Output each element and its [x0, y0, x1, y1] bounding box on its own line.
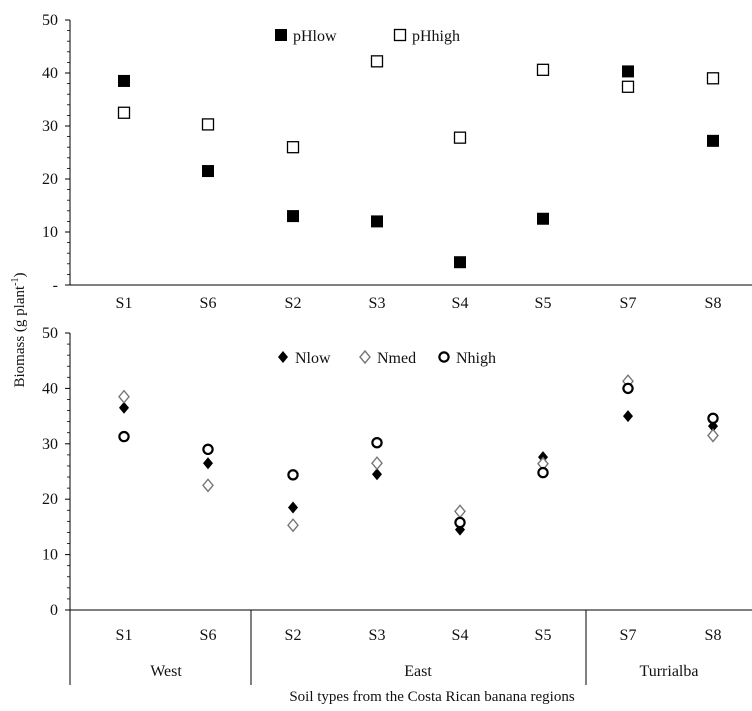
y-axis-label-close: ) — [12, 272, 28, 277]
legend-label-nmed: Nmed — [377, 350, 416, 367]
y-tick-label: 20 — [42, 491, 58, 508]
legend-label-nhigh: Nhigh — [456, 350, 496, 367]
legend-marker-phlow — [275, 29, 287, 41]
point-nhigh-s7 — [622, 382, 634, 395]
x-tick-label-s2: S2 — [285, 295, 302, 312]
x-tick-label-s4: S4 — [452, 627, 469, 644]
x-tick-label-s2: S2 — [285, 627, 302, 644]
point-nhigh-s8 — [707, 412, 719, 425]
point-nlow-s2 — [288, 501, 298, 514]
point-phhigh-s4 — [453, 131, 467, 144]
point-phhigh-s2 — [286, 141, 300, 154]
y-tick-label: 40 — [42, 380, 58, 397]
x-tick-label-s5: S5 — [535, 627, 552, 644]
y-tick-label: 50 — [42, 325, 58, 342]
point-nhigh-s2 — [287, 469, 299, 481]
point-nmed-s8 — [707, 428, 719, 443]
point-phhigh-s7 — [621, 80, 635, 93]
point-nmed-s4 — [454, 504, 466, 519]
group-label-turrialba: Turrialba — [640, 663, 699, 680]
x-tick-label-s3: S3 — [369, 627, 386, 644]
x-tick-label-s3: S3 — [369, 295, 386, 312]
point-nmed-s2 — [287, 518, 299, 533]
x-tick-label-s7: S7 — [620, 295, 637, 312]
y-tick-label: 20 — [42, 171, 58, 188]
y-tick-label: - — [53, 277, 58, 294]
point-nhigh-s1 — [118, 430, 130, 443]
x-tick-label-s7: S7 — [620, 627, 637, 644]
x-tick-label-s8: S8 — [705, 295, 722, 312]
legend-label-nlow: Nlow — [295, 350, 331, 367]
y-tick-label: 0 — [50, 602, 58, 619]
legend-marker-phhigh — [393, 28, 407, 42]
point-phlow-s3 — [371, 215, 383, 228]
point-phlow-s8 — [707, 134, 719, 147]
x-tick-label-s1: S1 — [116, 295, 133, 312]
point-nlow-s7 — [623, 410, 633, 423]
point-phlow-s1 — [118, 74, 130, 87]
y-tick-label: 50 — [42, 12, 58, 29]
legend-marker-nmed — [359, 349, 371, 365]
point-phhigh-s1 — [117, 106, 131, 119]
y-axis-label-main: Biomass (g plant — [12, 285, 28, 387]
x-tick-label-s1: S1 — [116, 627, 133, 644]
point-nlow-s1 — [119, 401, 129, 414]
x-tick-label-s8: S8 — [705, 627, 722, 644]
x-tick-label-s6: S6 — [200, 295, 217, 312]
point-phhigh-s8 — [706, 72, 720, 85]
region-groups: West East Turrialba — [69, 610, 699, 685]
point-phlow-s2 — [287, 210, 299, 223]
point-phlow-s6 — [202, 165, 214, 178]
y-tick-label: 10 — [42, 224, 58, 241]
y-axis-label-sup: -1 — [10, 277, 21, 285]
x-tick-label-s6: S6 — [200, 627, 217, 644]
point-nlow-s3 — [372, 468, 382, 481]
point-phlow-s4 — [454, 256, 466, 269]
point-nhigh-s4 — [454, 516, 466, 529]
point-nhigh-s3 — [371, 436, 383, 449]
point-nhigh-s6 — [202, 443, 214, 456]
top-panel: - 10 20 30 40 50 S1 S6 S2 S3 S4 S5 S7 S8 pHlow pHhigh — [42, 12, 752, 312]
bottom-panel: 0 10 20 30 40 50 S1 S6 S2 S3 S4 S5 S7 S8 Nlow Nmed Nhigh — [42, 325, 752, 644]
point-nmed-s3 — [371, 456, 383, 471]
y-tick-label: 30 — [42, 118, 58, 135]
x-tick-label-s5: S5 — [535, 295, 552, 312]
point-phlow-s5 — [537, 212, 549, 225]
point-nlow-s6 — [203, 457, 213, 470]
group-label-west: West — [150, 663, 182, 680]
x-tick-label-s4: S4 — [452, 295, 469, 312]
y-tick-label: 10 — [42, 547, 58, 564]
point-phhigh-s5 — [536, 63, 550, 76]
point-nhigh-s5 — [537, 466, 549, 479]
legend-label-phhigh: pHhigh — [412, 28, 460, 45]
point-nmed-s6 — [202, 478, 214, 493]
x-axis-label: Soil types from the Costa Rican banana r… — [289, 689, 575, 705]
legend-marker-nlow — [278, 351, 288, 363]
group-label-east: East — [404, 663, 432, 680]
point-nmed-s1 — [118, 389, 130, 404]
legend-label-phlow: pHlow — [293, 28, 337, 45]
legend-marker-nhigh — [438, 351, 450, 363]
point-phlow-s7 — [622, 65, 634, 78]
point-phhigh-s3 — [370, 55, 384, 68]
point-phhigh-s6 — [201, 118, 215, 131]
y-tick-label: 40 — [42, 65, 58, 82]
y-axis-label: Biomass (g plant-1) — [10, 272, 28, 387]
y-tick-label: 30 — [42, 436, 58, 453]
